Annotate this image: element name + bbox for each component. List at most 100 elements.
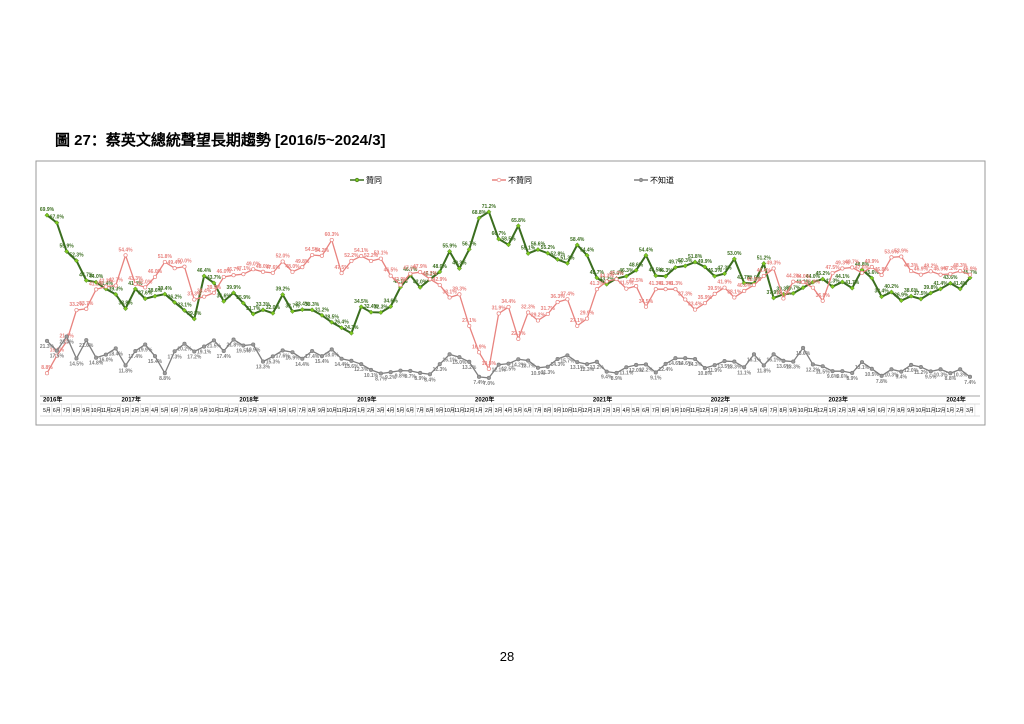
data-label: 45.1%	[423, 271, 438, 277]
data-label: 13.3%	[256, 365, 271, 371]
point-marker	[909, 269, 914, 274]
point-marker	[486, 375, 491, 380]
data-label: 32.3%	[374, 304, 389, 310]
year-label: 2016年	[43, 396, 62, 404]
x-tick-label: 2月	[838, 408, 846, 414]
x-tick-label: 3月	[141, 408, 149, 414]
data-label: 10.5%	[482, 361, 497, 367]
data-label: 44.7%	[79, 272, 94, 278]
data-label: 38.6%	[148, 288, 163, 294]
point-marker	[133, 348, 138, 354]
data-label: 37.5%	[914, 291, 929, 297]
data-label: 51.2%	[757, 256, 772, 262]
x-tick-label: 8月	[426, 408, 434, 414]
data-label: 40.2%	[884, 284, 899, 290]
point-marker	[585, 362, 590, 367]
point-marker	[535, 365, 541, 370]
x-tick-label: 2月	[956, 408, 964, 414]
point-marker	[909, 362, 914, 368]
data-label: 14.4%	[295, 362, 310, 368]
point-marker	[938, 272, 943, 277]
data-label: 46.4%	[197, 268, 212, 274]
legend-marker	[496, 177, 502, 183]
point-marker	[732, 359, 737, 364]
point-marker	[663, 361, 668, 366]
x-tick-label: 8月	[544, 408, 552, 414]
data-label: 10.3%	[933, 372, 948, 378]
point-marker	[437, 282, 442, 288]
data-label: 15.0%	[452, 360, 467, 366]
x-tick-label: 6月	[642, 408, 650, 414]
point-marker	[329, 237, 334, 243]
point-marker	[447, 352, 452, 357]
point-marker	[869, 366, 874, 371]
point-marker	[672, 264, 678, 270]
x-tick-label: 7月	[770, 408, 778, 414]
point-marker	[162, 259, 167, 265]
point-marker	[643, 252, 649, 258]
data-label: 49.4%	[168, 260, 183, 266]
point-marker	[771, 352, 776, 357]
data-label: 7.8%	[876, 379, 888, 385]
point-marker	[673, 356, 678, 361]
data-label: 46.4%	[757, 268, 772, 274]
data-label: 44.3%	[600, 273, 615, 279]
data-label: 13.1%	[855, 365, 870, 371]
point-marker	[299, 307, 305, 313]
point-marker	[54, 353, 59, 358]
x-tick-label: 2月	[721, 408, 729, 414]
data-label: 31.9%	[492, 305, 507, 311]
data-label: 12.4%	[659, 367, 674, 373]
data-label: 39.4%	[158, 286, 173, 292]
point-marker	[250, 311, 256, 317]
data-label: 29.2%	[531, 312, 546, 318]
point-marker	[231, 290, 237, 296]
data-label: 45.2%	[423, 271, 438, 277]
x-tick-label: 9月	[907, 408, 915, 414]
point-marker	[368, 309, 374, 315]
data-label: 47.2%	[943, 266, 958, 272]
data-label: 48.0%	[433, 264, 448, 270]
data-label: 20.2%	[177, 347, 192, 353]
data-label: 47.3%	[717, 266, 732, 272]
point-marker	[211, 290, 216, 295]
data-label: 45.6%	[865, 270, 880, 276]
data-label: 44.0%	[806, 274, 821, 280]
data-label: 39.9%	[226, 285, 241, 291]
point-marker	[731, 256, 737, 262]
x-tick-label: 4月	[387, 408, 395, 414]
point-marker	[94, 287, 99, 292]
point-marker	[624, 365, 629, 370]
point-marker	[476, 374, 482, 379]
data-label: 47.9%	[413, 264, 428, 270]
point-marker	[378, 256, 383, 261]
point-marker	[899, 254, 904, 259]
point-marker	[967, 275, 973, 281]
data-label: 39.8%	[924, 285, 939, 291]
data-label: 18.6%	[796, 351, 811, 357]
point-marker	[801, 280, 806, 285]
point-marker	[221, 298, 227, 304]
data-label: 11.8%	[757, 368, 771, 374]
point-marker	[908, 293, 914, 299]
x-tick-label: 11月	[808, 408, 818, 414]
data-label: 16.9%	[285, 355, 300, 361]
data-label: 43.7%	[737, 275, 752, 281]
point-marker	[889, 367, 894, 372]
data-label: 37.4%	[560, 291, 575, 297]
point-marker	[781, 296, 786, 301]
point-marker	[388, 304, 394, 309]
x-tick-label: 6月	[760, 408, 768, 414]
point-marker	[486, 366, 491, 371]
data-label: 11.5%	[816, 369, 830, 375]
data-label: 12.3%	[580, 367, 595, 373]
data-label: 8.8%	[41, 365, 53, 371]
point-marker	[506, 361, 511, 366]
data-label: 21.6%	[79, 343, 94, 349]
point-marker	[693, 356, 698, 362]
x-tick-label: 3月	[730, 408, 738, 414]
point-marker	[251, 267, 256, 272]
data-label: 22.1%	[511, 331, 526, 337]
point-marker	[231, 337, 236, 342]
point-marker	[849, 285, 855, 291]
